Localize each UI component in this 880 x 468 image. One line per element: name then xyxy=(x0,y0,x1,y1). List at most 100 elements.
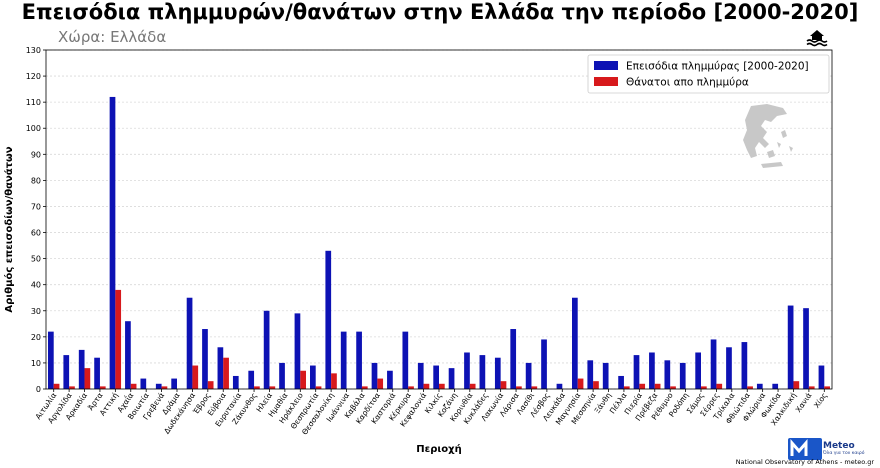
flood-bar xyxy=(803,308,809,389)
flood-bar xyxy=(818,365,825,389)
death-bar xyxy=(254,386,260,389)
flood-bar xyxy=(464,352,470,389)
legend-label: Θάνατοι απο πλημμύρα xyxy=(626,77,749,89)
death-bar xyxy=(408,386,414,389)
flood-bar xyxy=(448,368,455,389)
flood-bar xyxy=(417,362,424,389)
greece-map-icon xyxy=(743,104,793,168)
death-bar xyxy=(192,365,199,389)
flood-bar xyxy=(325,250,332,389)
flood-bar xyxy=(572,297,578,389)
death-bar xyxy=(69,386,75,389)
death-bar xyxy=(315,386,322,389)
flood-bar xyxy=(125,321,131,389)
legend-swatch xyxy=(594,77,618,86)
death-bar xyxy=(593,381,599,389)
meteo-logo-tagline: Όλα για τον καιρό xyxy=(823,451,865,456)
flood-bar xyxy=(787,305,794,389)
flood-bar xyxy=(618,375,624,389)
flood-bar xyxy=(633,355,640,389)
y-tick-label: 0 xyxy=(36,385,41,394)
y-tick-label: 110 xyxy=(26,98,41,107)
flood-bar xyxy=(710,339,717,389)
y-tick-label: 30 xyxy=(31,307,41,316)
flood-bar xyxy=(479,355,486,389)
y-tick-label: 90 xyxy=(31,150,41,159)
flood-bar xyxy=(371,362,378,389)
y-axis-label: Αριθμός επεισοδίων/θανάτων xyxy=(3,146,15,312)
flood-bar xyxy=(402,331,409,389)
death-bar xyxy=(269,386,276,389)
death-bar xyxy=(84,368,91,389)
death-bar xyxy=(716,383,723,389)
meteo-logo xyxy=(788,438,822,460)
x-axis-label: Περιοχή xyxy=(416,443,461,455)
flood-bar xyxy=(279,362,285,389)
death-bar xyxy=(439,383,445,389)
y-tick-label: 70 xyxy=(31,202,41,211)
death-bar xyxy=(223,357,229,389)
death-bar xyxy=(130,383,137,389)
death-bar xyxy=(53,383,60,389)
flood-bar xyxy=(310,365,316,389)
flood-bar xyxy=(294,313,301,389)
flood-bar xyxy=(202,329,208,389)
death-bar xyxy=(99,386,106,389)
death-bar xyxy=(577,378,584,389)
y-tick-label: 60 xyxy=(31,229,41,238)
legend-swatch xyxy=(594,61,618,70)
flood-bar xyxy=(587,360,594,389)
y-tick-label: 80 xyxy=(31,176,41,185)
flood-bar xyxy=(756,383,763,389)
flood-bar xyxy=(109,96,116,389)
flood-bar xyxy=(541,339,547,389)
flood-bar xyxy=(664,360,671,389)
death-bar xyxy=(808,386,815,389)
death-bar xyxy=(161,386,168,389)
chart-title: Επεισόδια πλημμυρών/θανάτων στην Ελλάδα … xyxy=(21,0,859,24)
flood-bar xyxy=(155,383,162,389)
meteo-logo-name: Meteo xyxy=(823,441,855,451)
death-bar xyxy=(207,381,214,389)
y-tick-label: 40 xyxy=(31,281,41,290)
flood-bar xyxy=(387,370,393,389)
flood-bar xyxy=(171,378,177,389)
flood-bar xyxy=(510,329,517,389)
flood-bar xyxy=(649,352,655,389)
death-bar xyxy=(500,381,507,389)
flood-bar xyxy=(340,331,347,389)
flood-bar xyxy=(248,370,255,389)
flood-bar xyxy=(433,365,439,389)
death-bar xyxy=(654,383,661,389)
flood-bar xyxy=(94,357,100,389)
flood-bar xyxy=(78,349,85,389)
y-tick-label: 50 xyxy=(31,255,41,264)
flood-bar xyxy=(695,352,701,389)
flood-icon xyxy=(806,27,828,47)
flood-bar xyxy=(186,297,193,389)
flood-bar xyxy=(140,378,147,389)
death-bar xyxy=(423,383,430,389)
y-tick-label: 130 xyxy=(26,46,41,55)
y-tick-label: 100 xyxy=(26,124,41,133)
flood-bar xyxy=(556,383,563,389)
flood-bar xyxy=(63,355,70,389)
death-bar xyxy=(300,370,306,389)
flood-bar xyxy=(525,362,532,389)
death-bar xyxy=(469,383,476,389)
legend-label: Επεισόδια πλημμύρας [2000-2020] xyxy=(626,61,809,73)
death-bar xyxy=(824,386,830,389)
flood-bar xyxy=(217,347,224,389)
flood-bar xyxy=(232,375,239,389)
death-bar xyxy=(516,386,522,389)
death-bar xyxy=(670,386,676,389)
death-bar xyxy=(639,383,646,389)
death-bar xyxy=(747,386,753,389)
footer-credit: National Observatory of Athens - meteo.g… xyxy=(735,458,874,466)
death-bar xyxy=(531,386,538,389)
death-bar xyxy=(377,378,384,389)
flood-bar xyxy=(356,331,362,389)
flood-bar xyxy=(741,342,748,389)
flood-bar xyxy=(726,347,732,389)
